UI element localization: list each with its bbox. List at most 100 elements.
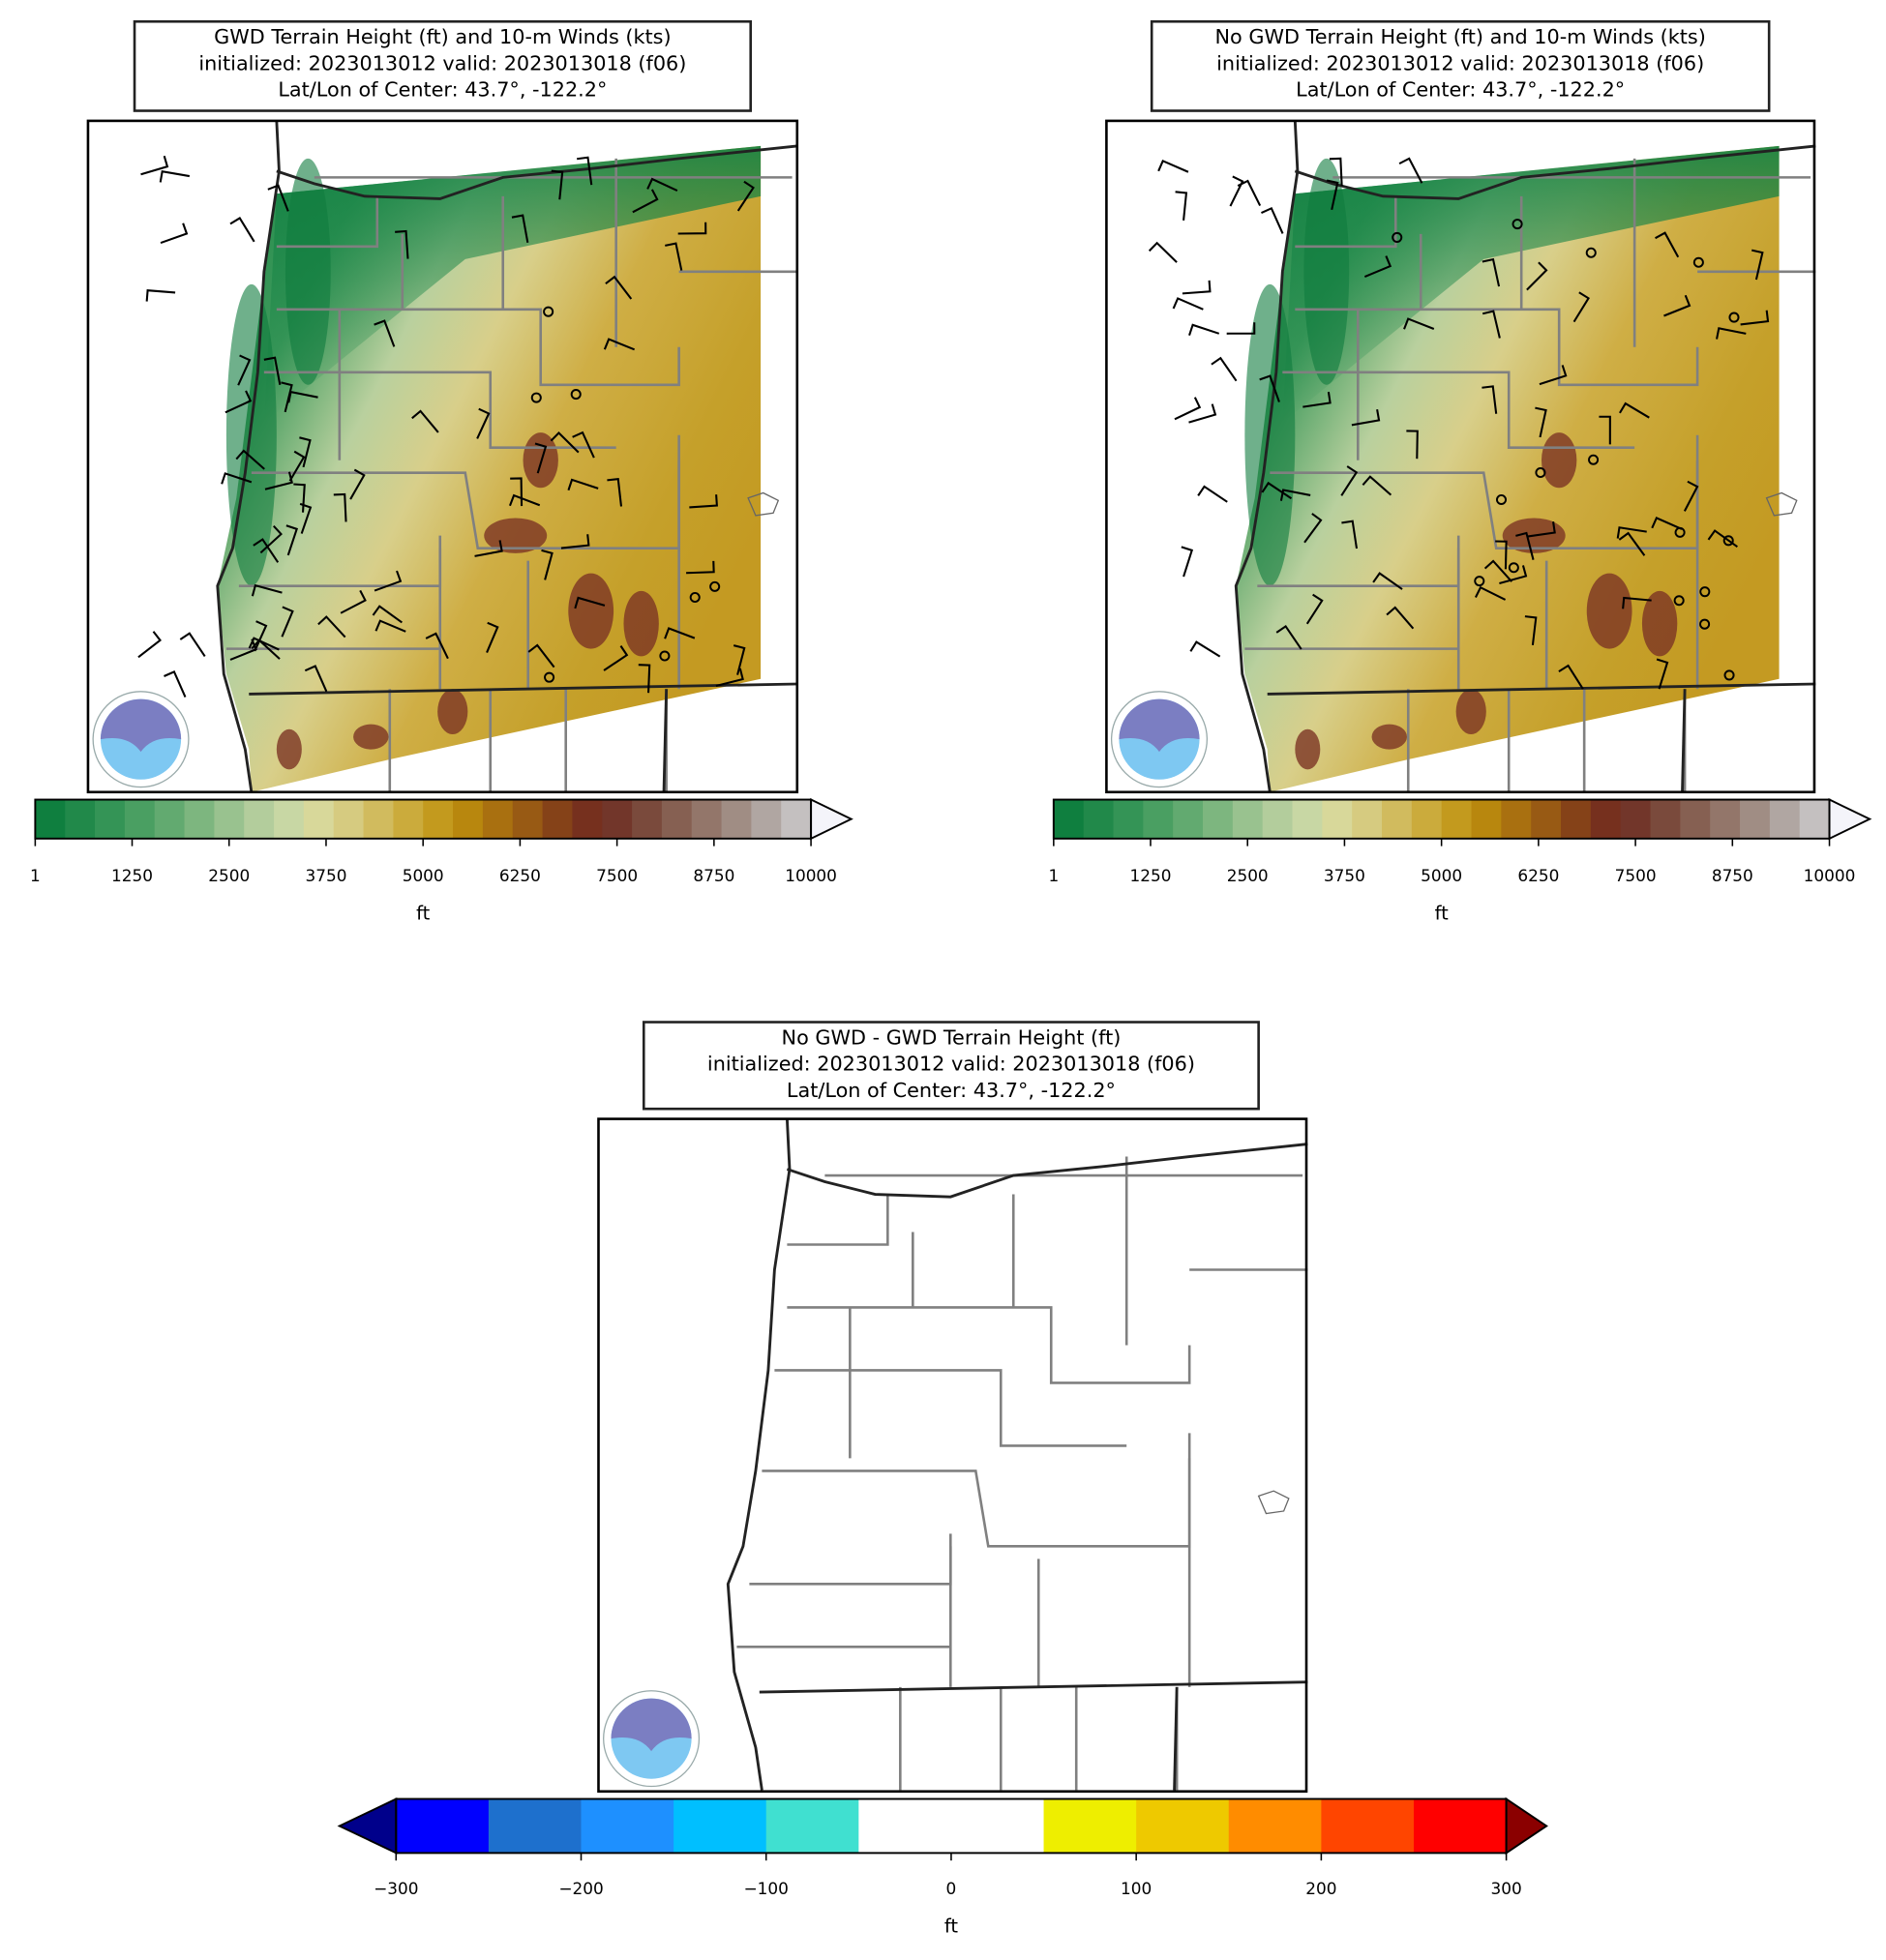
title-line: Lat/Lon of Center: 43.7°, -122.2° [278, 78, 607, 102]
wind-barb [374, 319, 396, 347]
colorbar-tick-label: 2500 [208, 866, 250, 885]
wind-barb [1683, 480, 1699, 512]
calm-wind [1588, 454, 1600, 465]
wind-barb [1618, 531, 1646, 556]
wind-barb [1386, 606, 1415, 630]
wind-barb [476, 407, 491, 439]
wind-barb [1174, 397, 1202, 421]
colorbar-tick-label: 7500 [596, 866, 638, 885]
colorbar-tick-label: 10000 [1804, 866, 1856, 885]
colorbar-segment [1413, 1798, 1508, 1854]
title-line: GWD Terrain Height (ft) and 10-m Winds (… [214, 25, 671, 48]
calm-wind [1495, 493, 1508, 506]
wind-barb [577, 156, 593, 186]
logo-sky [100, 698, 182, 753]
colorbar-segment [1143, 799, 1174, 839]
wind-barb [395, 229, 409, 259]
wind-barb [140, 155, 169, 176]
terrain-peak [1455, 689, 1486, 734]
wind-barb [225, 390, 253, 414]
wind-barb [1261, 206, 1284, 234]
colorbar-segment [95, 799, 126, 839]
wind-barb [511, 214, 529, 243]
wind-barb [603, 645, 629, 671]
wind-barb [1619, 401, 1650, 419]
colorbar-segment [333, 799, 365, 839]
calm-wind [1392, 231, 1403, 243]
lake [1257, 1490, 1290, 1515]
wind-barb [1716, 327, 1747, 340]
title-line: No GWD - GWD Terrain Height (ft) [782, 1025, 1122, 1049]
colorbar-segment [1769, 799, 1801, 839]
terrain-peak [1586, 573, 1632, 649]
wind-barb [527, 643, 555, 668]
wind-barb [632, 189, 659, 214]
colorbar-segment [124, 799, 156, 839]
wind-barb [1406, 430, 1419, 460]
panel: No GWD - GWD Terrain Height (ft) initiali… [337, 1021, 1548, 1938]
colorbar-tick-label: 3750 [305, 866, 346, 885]
colorbar-segment [1083, 799, 1115, 839]
coastline [1234, 120, 1300, 792]
title-line: No GWD Terrain Height (ft) and 10-m Wind… [1215, 25, 1706, 48]
wind-barb [288, 450, 306, 482]
wind-barb [1651, 516, 1683, 530]
colorbar-tick-label: 2500 [1227, 866, 1269, 885]
wind-barb [646, 177, 678, 193]
colorbar-segment [512, 799, 544, 839]
colorbar-tick-label: 7500 [1615, 866, 1657, 885]
map-frame [1105, 119, 1816, 794]
colorbar-segment [1799, 799, 1831, 839]
wind-barb [235, 449, 265, 470]
wind-barb [550, 431, 580, 454]
title-line: Lat/Lon of Center: 43.7°, -122.2° [787, 1079, 1116, 1102]
colorbar-segment [453, 799, 484, 839]
calm-wind [1674, 526, 1686, 538]
wind-barb [715, 668, 744, 688]
colorbar-segment [1136, 1798, 1230, 1854]
wind-barb [638, 664, 651, 694]
wind-barb [229, 638, 257, 661]
calm-wind [1692, 256, 1704, 268]
wind-barb [333, 492, 347, 522]
wind-barb [736, 180, 755, 212]
colorbar-tick-label: 1 [30, 866, 41, 885]
wind-barb [254, 620, 268, 652]
terrain-peak [276, 728, 302, 770]
wind-barb [179, 632, 206, 657]
noaa-logo [92, 691, 190, 788]
wind-barb [560, 534, 590, 549]
colorbar-segment [244, 799, 275, 839]
terrain-peak [353, 724, 389, 750]
wind-barb [281, 381, 293, 413]
wind-barb [607, 477, 623, 507]
wind-barb [567, 478, 599, 491]
terrain-range [1303, 158, 1350, 385]
colorbar-segment [274, 799, 305, 839]
wind-barb [1495, 540, 1508, 570]
wind-barb [137, 631, 162, 659]
colorbar-segment [1680, 799, 1711, 839]
colorbar-segment [781, 799, 812, 839]
county-line [1282, 371, 1635, 450]
colorbar-tick-label: −100 [744, 1879, 789, 1898]
title-line: initialized: 2023013012 valid: 202301301… [1216, 51, 1704, 74]
map-background [598, 1118, 1307, 1792]
colorbar-segment [393, 799, 424, 839]
wind-barb [229, 217, 255, 243]
calm-wind [1699, 618, 1711, 630]
calm-wind [1673, 595, 1685, 607]
colorbar-segment [1411, 799, 1443, 839]
calm-wind [544, 671, 555, 683]
wind-barb [263, 356, 282, 386]
terrain-peak [623, 590, 659, 657]
panel: No GWD Terrain Height (ft) and 10-m Wind… [1048, 19, 1872, 924]
colorbar-segment [423, 799, 454, 839]
wind-barb [221, 472, 253, 485]
wind-barb [1751, 249, 1764, 281]
colorbar-segment [751, 799, 782, 839]
coastline [216, 120, 281, 792]
wind-barb [1175, 191, 1188, 222]
wind-barb [1279, 489, 1311, 501]
